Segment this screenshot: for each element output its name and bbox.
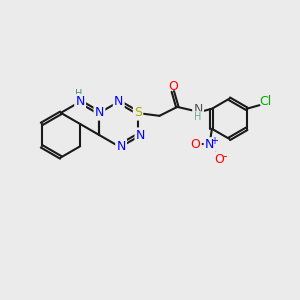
Text: Cl: Cl	[259, 95, 271, 108]
Text: N: N	[136, 129, 145, 142]
Text: -: -	[223, 150, 227, 163]
Text: O: O	[214, 153, 224, 166]
Text: +: +	[210, 136, 218, 146]
Text: N: N	[194, 103, 203, 116]
Text: N: N	[116, 140, 126, 153]
Text: H: H	[194, 112, 202, 122]
Text: N: N	[114, 95, 123, 108]
Text: O: O	[190, 138, 200, 151]
Text: N: N	[76, 95, 85, 108]
Text: N: N	[205, 138, 214, 152]
Text: O: O	[168, 80, 178, 93]
Text: H: H	[75, 89, 82, 99]
Text: S: S	[134, 106, 142, 119]
Text: N: N	[95, 106, 104, 119]
